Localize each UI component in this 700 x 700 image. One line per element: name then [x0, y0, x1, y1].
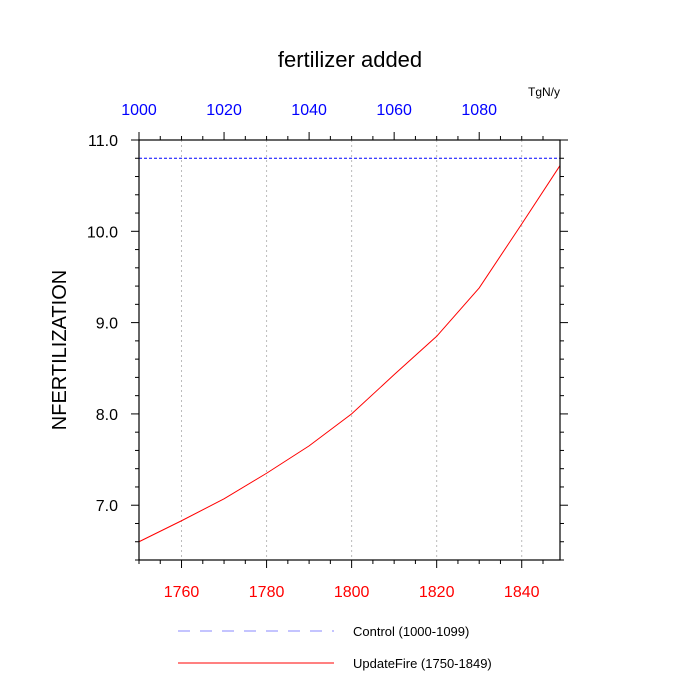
- y-tick-label: 11.0: [88, 133, 118, 150]
- x-bottom-tick-label: 1840: [504, 584, 540, 601]
- plot-frame: [138, 139, 561, 561]
- series-lines: [138, 157, 561, 543]
- y-tick-label: 10.0: [87, 224, 118, 241]
- series-line-1: [138, 165, 561, 543]
- chart-title: fertilizer added: [278, 47, 422, 72]
- x-top-tick-label: 1080: [461, 102, 497, 119]
- legend-label-1: UpdateFire (1750-1849): [353, 656, 492, 671]
- y-axis-label: NFERTILIZATION: [49, 270, 71, 430]
- grid-lines: [181, 140, 523, 560]
- x-bottom-tick-label: 1800: [334, 584, 370, 601]
- x-top-tick-label: 1060: [376, 102, 412, 119]
- x-top-tick-label: 1040: [291, 102, 327, 119]
- x-top-tick-label: 1020: [206, 102, 242, 119]
- y-tick-label: 9.0: [96, 316, 118, 333]
- x-bottom-tick-label: 1780: [249, 584, 285, 601]
- top-axis-unit-label: TgN/y: [528, 85, 560, 99]
- y-tick-label: 7.0: [96, 498, 118, 515]
- legend: Control (1000-1099) UpdateFire (1750-1849…: [178, 624, 492, 671]
- legend-label-0: Control (1000-1099): [353, 624, 469, 639]
- x-bottom-tick-label: 1760: [164, 584, 200, 601]
- axes: 7.0 8.0 9.0 10.0 11.0 1760 1780 1800 1820 1840 100…: [87, 102, 568, 601]
- x-bottom-tick-label: 1820: [419, 584, 455, 601]
- x-top-tick-label: 1000: [121, 102, 157, 119]
- y-tick-label: 8.0: [96, 407, 118, 424]
